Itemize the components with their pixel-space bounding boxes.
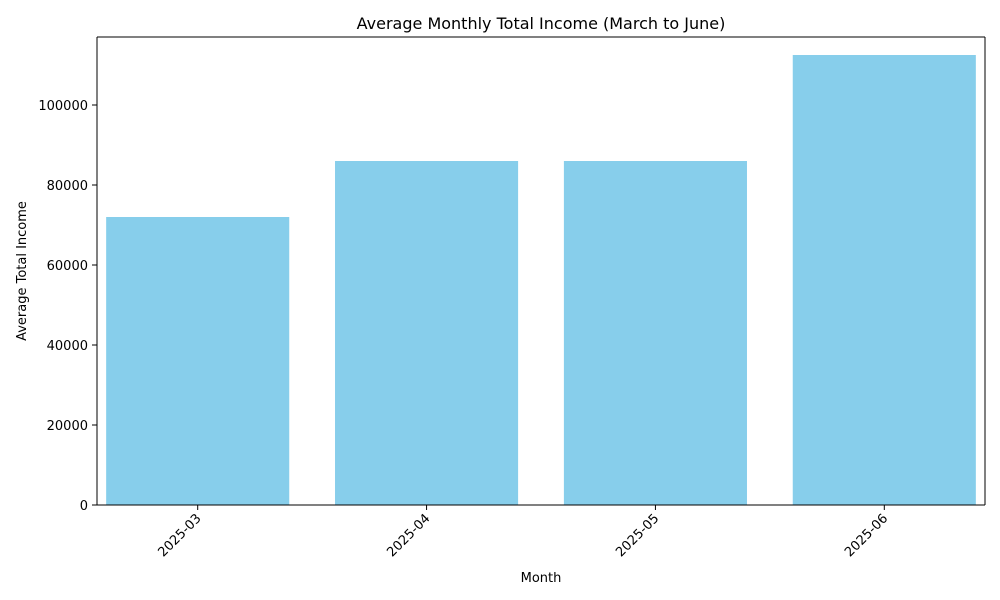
y-tick-label: 100000 — [38, 99, 88, 114]
y-tick-label: 20000 — [47, 419, 88, 434]
y-tick-label: 0 — [80, 499, 88, 514]
bar-2025-06 — [792, 55, 976, 505]
y-ticks-group: 0 20000 40000 60000 80000 100000 — [38, 99, 97, 514]
y-tick-label: 80000 — [47, 179, 88, 194]
y-tick-label: 40000 — [47, 339, 88, 354]
chart-title: Average Monthly Total Income (March to J… — [357, 14, 726, 33]
bar-2025-04 — [335, 161, 519, 505]
bars-group — [106, 55, 976, 505]
bar-2025-05 — [563, 161, 747, 505]
bar-2025-03 — [106, 217, 290, 505]
axes-group — [96, 36, 986, 506]
x-axis-title: Month — [521, 571, 562, 586]
y-axis-title: Average Total Income — [15, 201, 30, 341]
y-tick-label: 60000 — [47, 259, 88, 274]
